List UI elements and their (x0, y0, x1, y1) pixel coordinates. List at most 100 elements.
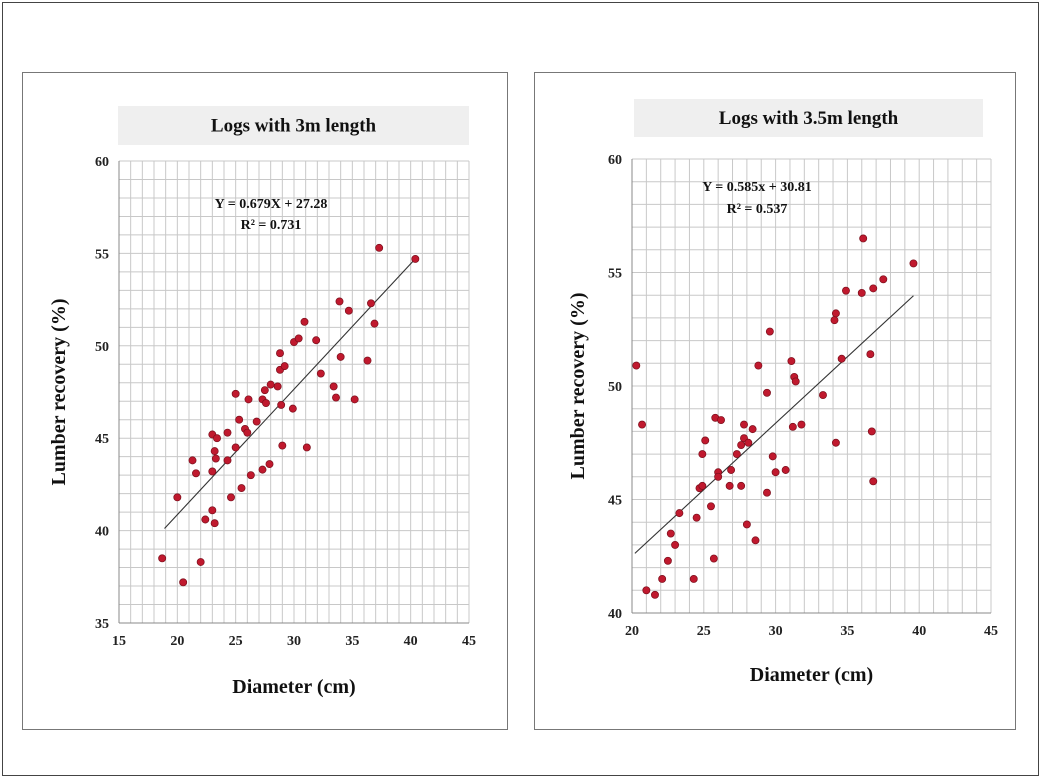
x-tick-label: 45 (462, 634, 476, 649)
data-point (350, 395, 359, 404)
data-point (632, 361, 641, 370)
y-axis-title: Lumber recovery (%) (567, 293, 589, 480)
data-point (701, 436, 710, 445)
data-point (831, 438, 840, 447)
x-tick-label: 30 (287, 634, 301, 649)
data-point (737, 481, 746, 490)
data-point (742, 520, 751, 529)
data-point (727, 466, 736, 474)
data-point (638, 420, 647, 429)
data-point (273, 382, 282, 391)
data-point (740, 420, 748, 429)
scatter-chart-3-5m: Logs with 3.5m length 20 25 30 35 40 45 40 45 50 5… (567, 99, 998, 686)
data-point (192, 469, 200, 478)
x-tick-label: 20 (625, 624, 639, 639)
data-point (866, 350, 875, 359)
chart-title: Logs with 3m length (211, 116, 377, 137)
data-point (869, 284, 878, 293)
grid (631, 158, 992, 614)
data-point (231, 389, 240, 398)
data-point (288, 404, 297, 413)
data-point (227, 493, 235, 502)
data-point (244, 395, 253, 404)
data-point (857, 288, 866, 297)
data-point (744, 438, 753, 447)
data-point (262, 399, 270, 408)
data-point (158, 554, 167, 563)
data-point (765, 327, 774, 336)
data-point (663, 556, 672, 565)
trendline (164, 258, 416, 529)
data-point (754, 361, 763, 370)
data-point (363, 356, 372, 365)
chart-title-box (118, 106, 469, 145)
data-point (243, 428, 252, 437)
data-point (312, 336, 321, 345)
data-point (208, 506, 217, 515)
data-point (791, 377, 800, 386)
data-point (787, 357, 796, 365)
data-point (335, 297, 344, 306)
y-tick-label: 55 (95, 247, 109, 262)
y-tick-label: 55 (608, 267, 622, 282)
data-point (332, 393, 340, 402)
chart-panel-3m: Logs with 3m length 15 20 25 30 35 40 45 35 40 45 5… (22, 72, 508, 730)
x-axis-title: Diameter (cm) (750, 664, 873, 686)
data-point (260, 386, 269, 395)
y-tick-label: 45 (608, 494, 622, 509)
data-point (675, 509, 684, 518)
data-point (223, 428, 232, 437)
data-point (751, 536, 760, 545)
data-point (196, 558, 205, 566)
data-point (370, 319, 379, 328)
y-tick-label: 60 (608, 153, 622, 168)
y-tick-label: 35 (95, 617, 109, 632)
x-tick-label: 15 (112, 634, 126, 649)
data-point (642, 586, 651, 595)
data-point (223, 456, 232, 465)
data-point (237, 484, 246, 493)
data-point (300, 317, 309, 326)
data-point (411, 254, 420, 263)
x-tick-label: 25 (697, 624, 711, 639)
data-point (276, 349, 284, 358)
data-point (201, 515, 210, 524)
data-point (879, 275, 888, 284)
data-point (302, 443, 311, 452)
data-point (658, 575, 667, 583)
x-axis-title: Diameter (cm) (232, 676, 355, 698)
data-point (867, 427, 876, 436)
data-point (671, 540, 680, 549)
r-squared-label: R² = 0.731 (241, 218, 302, 233)
x-tick-label: 40 (404, 634, 418, 649)
data-point (213, 434, 221, 443)
data-point (837, 354, 846, 363)
data-point (788, 422, 797, 431)
x-tick-label: 25 (229, 634, 243, 649)
x-tick-label: 30 (769, 624, 783, 639)
regression-equation: Y = 0.585x + 30.81 (702, 180, 812, 195)
data-point (278, 441, 287, 450)
data-point (266, 380, 275, 389)
data-point (725, 481, 734, 490)
data-point (869, 477, 878, 486)
data-point (235, 415, 244, 424)
chart-panel-3-5m: Logs with 3.5m length 20 25 30 35 40 45 40 45 50 5… (534, 72, 1016, 730)
data-point (819, 391, 827, 400)
data-point (208, 467, 217, 476)
scatter-chart-3m: Logs with 3m length 15 20 25 30 35 40 45 35 40 45 5… (48, 106, 476, 698)
data-point (666, 529, 675, 538)
data-point (842, 286, 850, 295)
data-point (909, 259, 918, 268)
data-point (717, 416, 725, 424)
chart-title: Logs with 3.5m length (719, 108, 899, 129)
data-point (316, 369, 325, 378)
data-point (651, 590, 659, 599)
data-point (709, 554, 718, 563)
r-squared-label: R² = 0.537 (727, 202, 788, 217)
x-tick-label: 40 (912, 624, 926, 639)
data-point (830, 316, 839, 325)
x-tick-label: 20 (170, 634, 184, 649)
data-point (768, 452, 777, 461)
